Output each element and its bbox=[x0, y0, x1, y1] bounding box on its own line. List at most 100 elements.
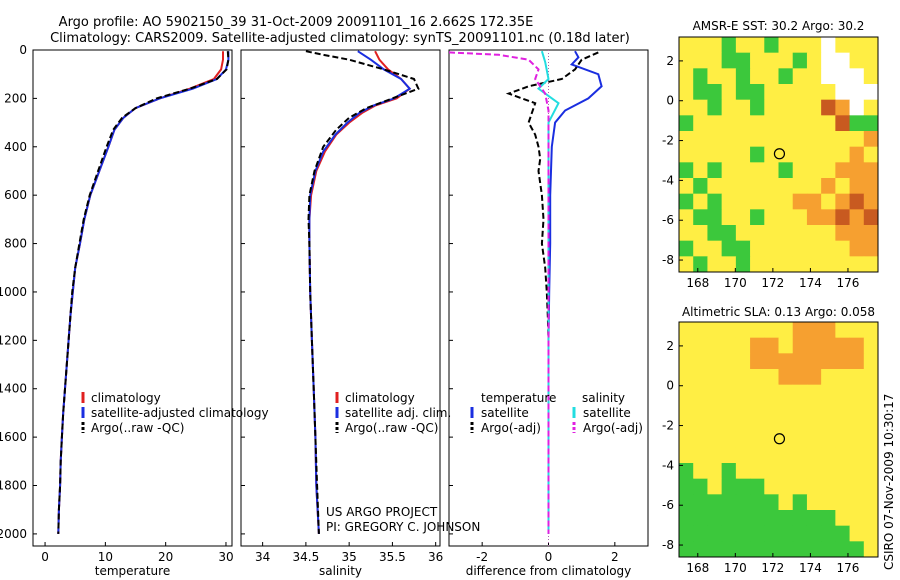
altimetric_sla_map-cell bbox=[792, 416, 808, 433]
amsre_sst_map-ytick-label: -8 bbox=[662, 253, 674, 267]
amsre_sst_map-cell bbox=[778, 131, 794, 148]
altimetric_sla_map-cell bbox=[764, 416, 779, 433]
amsre_sst_map-cell bbox=[707, 131, 723, 148]
altimetric_sla_map-cell bbox=[792, 510, 808, 527]
amsre_sst_map-cell bbox=[764, 68, 779, 85]
amsre_sst_map-cell bbox=[835, 209, 850, 226]
amsre_sst_map-cell bbox=[849, 256, 865, 273]
altimetric_sla_map-cell bbox=[778, 337, 794, 354]
amsre_sst_map-cell bbox=[806, 209, 822, 226]
amsre_sst_map-cell bbox=[849, 162, 865, 179]
amsre_sst_map-cell bbox=[835, 178, 850, 195]
amsre_sst_map-cell bbox=[806, 146, 822, 163]
amsre_sst_map-cell bbox=[693, 256, 708, 273]
temperature-ytick-label: 0 bbox=[19, 43, 27, 57]
amsre_sst_map-cell bbox=[707, 193, 723, 210]
amsre_sst_map-ytick-label: 0 bbox=[666, 94, 674, 108]
amsre_sst_map-cell bbox=[764, 225, 779, 242]
altimetric_sla_map-cell bbox=[707, 322, 723, 339]
timestamp-stamp: CSIRO 07-Nov-2009 10:30:17 bbox=[882, 394, 896, 570]
amsre_sst_map-cell bbox=[679, 256, 694, 273]
difference-legend-header-salinity: salinity bbox=[582, 391, 625, 405]
altimetric_sla_map-cell bbox=[693, 478, 708, 495]
altimetric_sla_map-cell bbox=[792, 478, 808, 495]
altimetric_sla_map-cell bbox=[693, 353, 708, 370]
altimetric_sla_map-cell bbox=[821, 384, 836, 401]
amsre_sst_map-cell bbox=[821, 162, 836, 179]
altimetric_sla_map-xtick-label: 170 bbox=[724, 561, 747, 575]
altimetric_sla_map-ytick-label: -8 bbox=[662, 538, 674, 552]
amsre_sst_map-cell bbox=[792, 256, 808, 273]
altimetric_sla_map-ytick-label: 2 bbox=[666, 339, 674, 353]
temperature-profile-panel: 0 10 20 30 0 200 400 600 800 1000 1200 1400 1600 1800… bbox=[0, 43, 269, 578]
altimetric_sla_map-cell bbox=[764, 384, 779, 401]
amsre_sst_map-cell bbox=[863, 68, 879, 85]
amsre_sst_map-cell bbox=[863, 37, 879, 54]
amsre_sst_map-cell bbox=[778, 209, 794, 226]
altimetric_sla_map-cell bbox=[835, 384, 850, 401]
altimetric_sla_map-cell bbox=[735, 510, 751, 527]
altimetric_sla_map-cell bbox=[778, 416, 794, 433]
amsre_sst_map-cell bbox=[721, 84, 737, 101]
altimetric_sla_map-cell bbox=[735, 431, 751, 448]
difference-legend-label: Argo(-adj) bbox=[583, 421, 643, 435]
amsre_sst_map-cell bbox=[863, 256, 879, 273]
amsre_sst_map-cell bbox=[721, 131, 737, 148]
amsre_sst_map-cell bbox=[707, 52, 723, 69]
amsre_sst_map-cell bbox=[679, 225, 694, 242]
amsre-sst-map-panel: AMSR-E SST: 30.2 Argo: 30.2 168 170 172 174 1… bbox=[662, 19, 879, 290]
altimetric_sla_map-cell bbox=[735, 353, 751, 370]
altimetric_sla_map-cell bbox=[750, 416, 765, 433]
amsre_sst_map-cell bbox=[764, 84, 779, 101]
altimetric_sla_map-cell bbox=[707, 447, 723, 464]
altimetric_sla_map-cell bbox=[679, 400, 694, 417]
amsre_sst_map-cell bbox=[764, 115, 779, 132]
amsre_sst_map-cell bbox=[835, 131, 850, 148]
altimetric_sla_map-ytick-label: -2 bbox=[662, 419, 674, 433]
amsre_sst_map-cell bbox=[721, 209, 737, 226]
amsre_sst_map-cell bbox=[806, 256, 822, 273]
amsre_sst_map-cell bbox=[863, 84, 879, 101]
difference-legend-header-temperature: temperature bbox=[481, 391, 556, 405]
amsre_sst_map-ytick-label: 2 bbox=[666, 54, 674, 68]
altimetric_sla_map-cell bbox=[863, 494, 879, 511]
altimetric_sla_map-cell bbox=[707, 510, 723, 527]
amsre_sst_map-xtick-label: 170 bbox=[724, 276, 747, 290]
salinity-xtick-label: 34.5 bbox=[293, 550, 320, 564]
altimetric_sla_map-cell bbox=[721, 525, 737, 542]
altimetric_sla_map-cell bbox=[735, 337, 751, 354]
altimetric_sla_map-cell bbox=[735, 478, 751, 495]
difference-series-temperature-satellite bbox=[547, 50, 603, 534]
temperature-legend-label: Argo(..raw -QC) bbox=[91, 421, 184, 435]
amsre_sst_map-cell bbox=[679, 84, 694, 101]
altimetric_sla_map-cell bbox=[707, 369, 723, 386]
altimetric_sla_map-cell bbox=[735, 369, 751, 386]
altimetric_sla_map-cell bbox=[792, 369, 808, 386]
salinity-series-climatology bbox=[308, 50, 412, 534]
altimetric_sla_map-cell bbox=[863, 525, 879, 542]
amsre_sst_map-cell bbox=[849, 68, 865, 85]
altimetric_sla_map-cell bbox=[806, 400, 822, 417]
amsre_sst_map-cell bbox=[721, 115, 737, 132]
amsre_sst_map-cell bbox=[721, 178, 737, 195]
salinity-profile-panel: 34 34.5 35 35.5 36 salinity climatologysatelli… bbox=[240, 49, 451, 578]
altimetric_sla_map-cell bbox=[863, 369, 879, 386]
altimetric_sla_map-cell bbox=[806, 322, 822, 339]
amsre_sst_map-cell bbox=[764, 131, 779, 148]
amsre_sst_map-cell bbox=[735, 68, 751, 85]
altimetric_sla_map-cell bbox=[849, 478, 865, 495]
altimetric_sla_map-cell bbox=[821, 463, 836, 480]
altimetric_sla_map-cell bbox=[735, 447, 751, 464]
amsre_sst_map-cell bbox=[707, 37, 723, 54]
amsre_sst_map-cell bbox=[679, 162, 694, 179]
amsre_sst_map-cell bbox=[750, 37, 765, 54]
amsre_sst_map-cell bbox=[750, 115, 765, 132]
amsre_sst_map-cell bbox=[707, 225, 723, 242]
pi-label: PI: GREGORY C. JOHNSON bbox=[326, 520, 480, 534]
altimetric_sla_map-cell bbox=[679, 510, 694, 527]
altimetric_sla_map-cell bbox=[821, 478, 836, 495]
altimetric_sla_map-cell bbox=[750, 447, 765, 464]
amsre_sst_map-cell bbox=[863, 146, 879, 163]
amsre_sst_map-cell bbox=[764, 37, 779, 54]
